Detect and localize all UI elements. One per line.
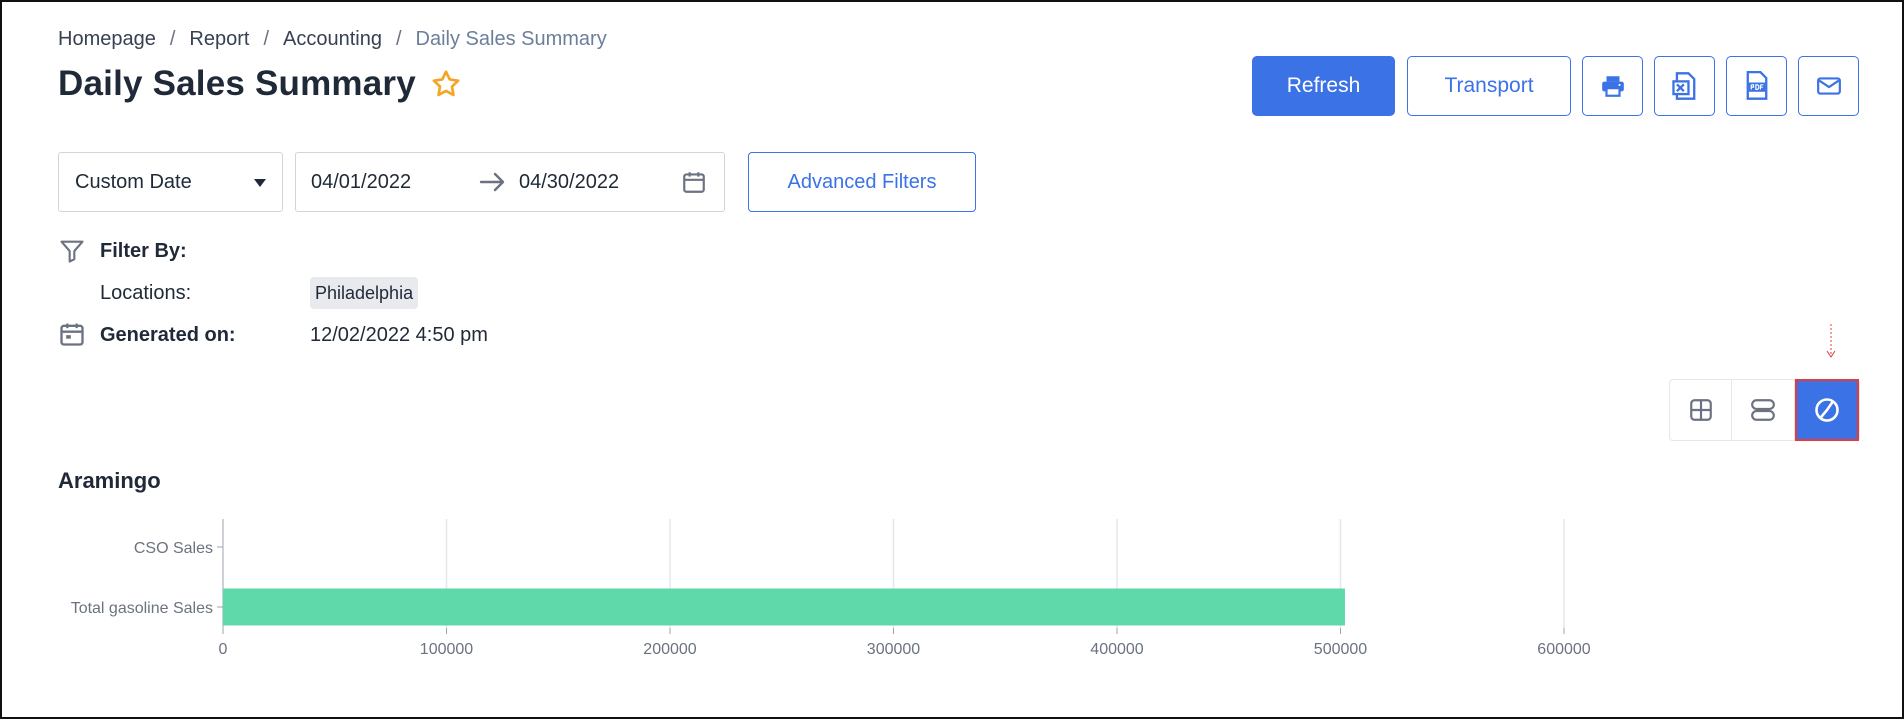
x-tick-label: 400000 (1090, 641, 1143, 658)
breadcrumb-homepage[interactable]: Homepage (58, 28, 156, 50)
date-mode-select[interactable]: Custom Date (58, 152, 283, 212)
filter-by-label: Filter By: (100, 240, 187, 262)
generated-on-value: 12/02/2022 4:50 pm (310, 324, 488, 346)
date-range-picker[interactable]: 04/01/2022 04/30/2022 (295, 152, 725, 212)
breadcrumb-report[interactable]: Report (189, 28, 250, 50)
start-date-input[interactable]: 04/01/2022 (311, 171, 412, 193)
advanced-filters-button[interactable]: Advanced Filters (748, 152, 976, 212)
email-button[interactable] (1798, 56, 1859, 116)
sales-bar-chart: 0 100000 200000 300000 400000 500000 600000 CSO… (71, 519, 1591, 658)
printer-icon (1601, 76, 1624, 97)
list-view-button[interactable] (1732, 380, 1795, 440)
x-tick-label: 0 (219, 641, 228, 658)
calendar-icon (58, 320, 86, 348)
transport-button[interactable]: Transport (1407, 56, 1571, 116)
refresh-button[interactable]: Refresh (1252, 56, 1395, 116)
chart-view-icon (1815, 398, 1839, 422)
end-date-input[interactable]: 04/30/2022 (519, 171, 620, 193)
x-tick-label: 200000 (643, 641, 696, 658)
grid-view-icon (1689, 399, 1712, 421)
breadcrumb-separator: / (169, 28, 176, 50)
list-view-icon (1751, 399, 1775, 421)
locations-label: Locations: (100, 282, 192, 304)
dotted-pointer-arrow-icon (1826, 324, 1836, 358)
breadcrumb-current: Daily Sales Summary (415, 28, 607, 50)
breadcrumb: Homepage / Report / Accounting / Daily S… (58, 28, 607, 51)
date-mode-value: Custom Date (75, 170, 192, 193)
breadcrumb-separator: / (263, 28, 269, 50)
export-excel-button[interactable] (1654, 56, 1715, 116)
location-chip: Philadelphia (310, 277, 419, 309)
breadcrumb-separator: / (395, 28, 402, 50)
grid-view-button[interactable] (1670, 380, 1733, 440)
page-title: Daily Sales Summary (58, 64, 416, 103)
y-tick-label: CSO Sales (134, 540, 213, 557)
breadcrumb-accounting[interactable]: Accounting (283, 28, 382, 50)
email-icon (1816, 77, 1841, 95)
x-tick-label: 300000 (867, 641, 920, 658)
generated-on-label: Generated on: (100, 324, 236, 346)
view-toggle-group (1669, 379, 1860, 441)
arrow-right-icon (479, 169, 507, 201)
x-tick-label: 600000 (1537, 641, 1590, 658)
favorite-star-icon[interactable] (430, 68, 462, 100)
caret-down-icon (254, 179, 266, 187)
filter-icon (58, 237, 86, 265)
chart-title: Aramingo (58, 468, 161, 493)
pdf-icon (1746, 71, 1767, 100)
x-tick-label: 100000 (420, 641, 473, 658)
bar (223, 588, 1345, 626)
export-pdf-button[interactable] (1726, 56, 1787, 116)
chart-view-button[interactable] (1794, 379, 1859, 441)
title-row: Daily Sales Summary (58, 64, 462, 104)
y-tick-label: Total gasoline Sales (71, 600, 213, 617)
calendar-icon[interactable] (681, 169, 707, 201)
excel-icon (1671, 72, 1695, 100)
x-tick-label: 500000 (1314, 641, 1367, 658)
print-button[interactable] (1582, 56, 1643, 116)
